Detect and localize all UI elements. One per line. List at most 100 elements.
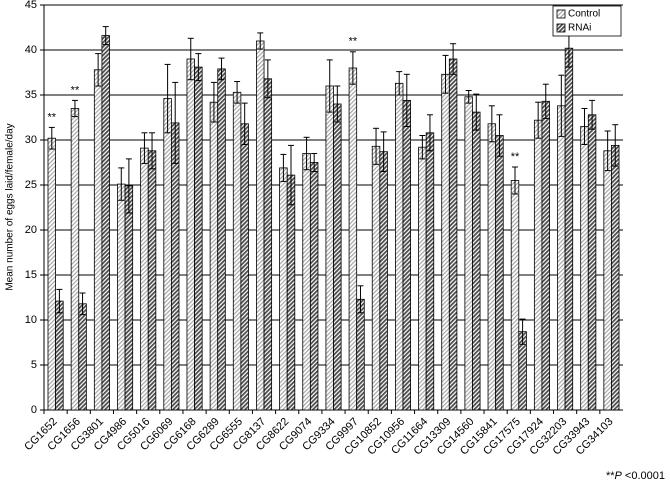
error-bar	[48, 126, 55, 150]
y-tick-label: 45	[25, 0, 37, 11]
error-bar	[95, 53, 102, 87]
y-tick-label: 20	[25, 224, 37, 236]
error-bar	[465, 90, 472, 104]
error-bar	[512, 166, 518, 195]
bar	[186, 58, 195, 411]
error-bar	[187, 37, 194, 81]
bar	[495, 135, 504, 411]
error-bar	[558, 74, 565, 137]
error-bar	[164, 63, 171, 134]
bar	[580, 126, 589, 411]
bar	[448, 58, 458, 411]
error-bar	[519, 318, 526, 345]
error-bar	[56, 288, 63, 314]
bar	[510, 180, 520, 411]
error-bar	[241, 102, 248, 145]
y-tick-label: 40	[25, 44, 37, 56]
bar	[147, 150, 157, 411]
significance-mark: **	[349, 36, 358, 48]
bar	[333, 103, 342, 411]
bar	[472, 111, 481, 411]
error-bar	[589, 99, 596, 130]
legend-swatch	[556, 9, 566, 19]
bar	[93, 69, 103, 411]
bar	[356, 298, 365, 411]
bar	[402, 100, 411, 411]
error-bar	[257, 32, 264, 50]
bar	[286, 174, 296, 411]
error-bar	[473, 93, 480, 131]
bar	[487, 123, 497, 411]
bar	[557, 105, 566, 411]
bar	[194, 66, 203, 411]
bar	[603, 150, 612, 411]
bar	[124, 185, 134, 411]
error-bar	[380, 131, 387, 172]
bar	[348, 67, 358, 411]
bar	[564, 47, 574, 411]
bar	[371, 145, 381, 411]
bar	[256, 40, 265, 411]
error-bar	[326, 59, 333, 113]
error-bar	[218, 57, 225, 81]
error-bar	[373, 127, 380, 165]
footnote-part: **	[606, 470, 615, 482]
y-tick-label: 30	[25, 134, 37, 146]
error-bar	[234, 81, 241, 104]
error-bar	[149, 132, 156, 170]
y-tick-label: 25	[25, 179, 37, 191]
error-bar	[264, 59, 271, 99]
error-bar	[288, 144, 294, 206]
bar	[70, 108, 80, 411]
bar	[209, 101, 219, 411]
legend-swatch	[556, 23, 566, 33]
error-bar	[311, 153, 318, 172]
error-bar	[488, 105, 495, 143]
error-bar	[396, 71, 403, 96]
bar	[163, 98, 172, 411]
significance-mark: **	[511, 151, 520, 163]
y-tick-label: 5	[31, 359, 37, 371]
legend-label: RNAi	[568, 23, 591, 34]
bar	[425, 132, 435, 411]
bar	[464, 96, 473, 411]
error-bar	[71, 99, 78, 118]
error-bar	[125, 158, 132, 214]
error-bar	[141, 132, 148, 164]
error-bar	[612, 124, 619, 167]
bar	[232, 91, 242, 411]
error-bar	[79, 292, 86, 316]
y-tick-label: 10	[25, 314, 37, 326]
y-axis-label: Mean number of eggs laid/female/day	[5, 123, 16, 290]
error-bar	[426, 114, 433, 152]
bar	[441, 73, 450, 411]
footnote: **P <0.0001	[606, 470, 665, 482]
error-bar	[450, 43, 457, 75]
bar	[587, 114, 597, 411]
error-bar	[349, 51, 356, 85]
bar	[78, 303, 87, 411]
bar	[379, 151, 388, 411]
error-bar	[357, 285, 364, 314]
bar	[533, 119, 543, 411]
y-tick-label: 15	[25, 269, 37, 281]
bar	[101, 35, 110, 411]
bar	[325, 85, 334, 411]
footnote-part: <0.0001	[622, 470, 665, 482]
error-bar	[496, 114, 503, 157]
bar	[302, 153, 311, 411]
error-bar	[403, 73, 410, 127]
bar	[170, 122, 180, 411]
error-bar	[542, 83, 549, 119]
error-bar	[102, 26, 109, 46]
error-bar	[172, 81, 179, 164]
bar	[217, 68, 226, 411]
error-bar	[303, 136, 310, 171]
y-tick-label: 0	[31, 404, 37, 416]
error-bar	[195, 53, 202, 82]
bar	[263, 78, 273, 411]
legend-label: Control	[568, 9, 600, 20]
error-bar	[210, 81, 217, 123]
bar	[279, 167, 288, 411]
